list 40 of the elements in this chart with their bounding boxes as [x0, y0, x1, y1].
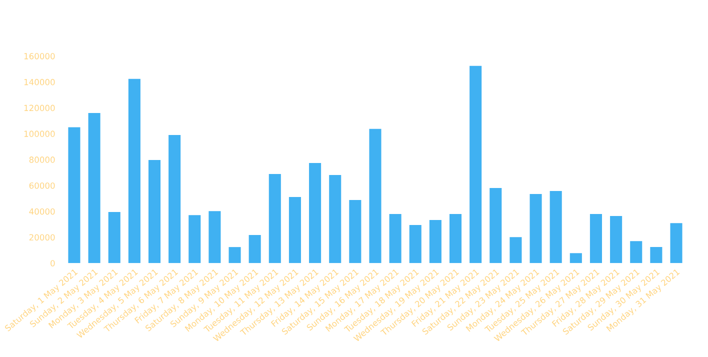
bar	[470, 66, 482, 264]
bar	[108, 212, 120, 264]
y-tick-label: 100000	[24, 130, 55, 137]
bar	[268, 174, 281, 264]
bar	[590, 214, 602, 264]
y-tick-label: 140000	[24, 78, 55, 86]
bar	[570, 253, 582, 264]
bar	[389, 214, 402, 264]
y-tick-label: 160000	[24, 53, 55, 60]
bar	[188, 215, 201, 264]
y-tick-label: 40000	[29, 208, 55, 215]
bar	[88, 112, 100, 264]
bar	[329, 174, 342, 264]
bar	[309, 162, 322, 264]
bar	[630, 241, 642, 264]
bar	[429, 220, 442, 264]
y-tick-label: 80000	[29, 156, 55, 163]
bar	[610, 216, 622, 264]
bar	[68, 127, 80, 264]
bar	[208, 211, 221, 264]
bar	[288, 196, 301, 264]
bar	[550, 191, 562, 264]
bar	[228, 247, 241, 264]
y-tick-label: 0	[50, 260, 55, 266]
bar	[148, 160, 161, 264]
bar	[409, 225, 422, 264]
bar	[490, 188, 502, 264]
bar	[369, 128, 382, 264]
bar	[530, 194, 542, 264]
bar	[128, 78, 140, 264]
bar	[349, 200, 362, 264]
y-tick-label: 120000	[24, 104, 55, 112]
y-tick-label: 60000	[29, 182, 55, 189]
bar	[168, 134, 181, 264]
bar	[650, 247, 662, 264]
bar	[670, 223, 682, 264]
bar	[510, 237, 522, 264]
bar	[449, 214, 462, 264]
y-tick-label: 20000	[29, 234, 55, 241]
bar	[248, 235, 261, 264]
